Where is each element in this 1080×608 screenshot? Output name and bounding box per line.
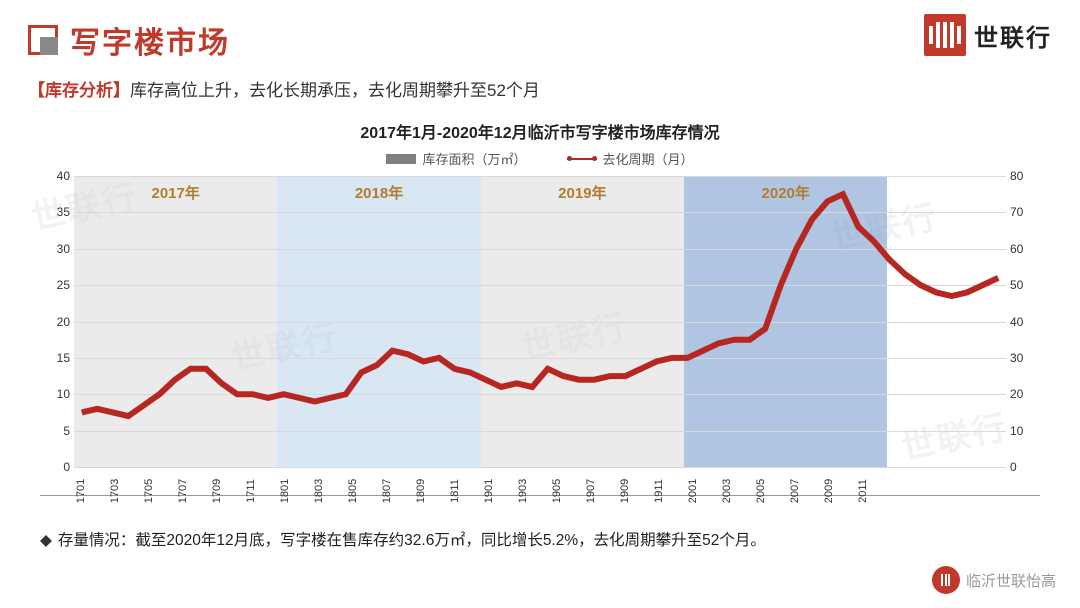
chart-title: 2017年1月-2020年12月临沂市写字楼市场库存情况: [40, 119, 1040, 143]
brand-name: 世联行: [974, 18, 1052, 53]
plot: 2017年2018年2019年2020年00510102015302040255…: [40, 176, 1040, 496]
x-tick-label: 1701: [75, 479, 87, 503]
legend-line-label: 去化周期（月）: [603, 149, 694, 168]
y-right-tick: 50: [1010, 278, 1036, 292]
bullet-marker-icon: ◆: [40, 532, 52, 549]
gridline: 00: [74, 467, 1006, 468]
y-left-tick: 30: [44, 242, 70, 256]
swatch-line-icon: [567, 158, 597, 160]
y-right-tick: 40: [1010, 315, 1036, 329]
x-tick-label: 1903: [517, 479, 529, 503]
x-tick-label: 1711: [245, 479, 257, 503]
y-right-tick: 30: [1010, 351, 1036, 365]
x-tick-label: 2007: [789, 479, 801, 503]
legend-bar-label: 库存面积（万㎡）: [422, 149, 526, 168]
y-left-tick: 15: [44, 351, 70, 365]
footer-handle: 临沂世联怡高: [966, 570, 1056, 591]
x-tick-label: 1805: [347, 479, 359, 503]
x-tick-label: 1911: [653, 479, 665, 503]
bullet-text: 存量情况：截至2020年12月底，写字楼在售库存约32.6万㎡，同比增长5.2%…: [58, 532, 766, 549]
x-tick-label: 1901: [483, 479, 495, 503]
x-tick-label: 1707: [177, 479, 189, 503]
brand-logo-icon: [924, 14, 966, 56]
x-tick-label: 1907: [585, 479, 597, 503]
y-right-tick: 80: [1010, 169, 1036, 183]
x-tick-label: 1811: [449, 479, 461, 503]
y-left-tick: 35: [44, 205, 70, 219]
bullet: ◆ 存量情况：截至2020年12月底，写字楼在售库存约32.6万㎡，同比增长5.2…: [0, 496, 1080, 550]
legend: 库存面积（万㎡） 去化周期（月）: [40, 149, 1040, 168]
x-tick-label: 2009: [823, 479, 835, 503]
y-left-tick: 25: [44, 278, 70, 292]
x-tick-label: 1703: [109, 479, 121, 503]
x-tick-label: 2003: [721, 479, 733, 503]
x-tick-label: 1807: [381, 479, 393, 503]
y-right-tick: 10: [1010, 424, 1036, 438]
swatch-bar-icon: [386, 154, 416, 164]
legend-bar: 库存面积（万㎡）: [386, 149, 526, 168]
x-tick-label: 1801: [279, 479, 291, 503]
x-tick-label: 1809: [415, 479, 427, 503]
x-tick-label: 1705: [143, 479, 155, 503]
y-right-tick: 70: [1010, 205, 1036, 219]
x-tick-label: 2011: [857, 479, 869, 503]
footer-brand: 临沂世联怡高: [932, 566, 1056, 594]
subtitle: 【库存分析】库存高位上升，去化长期承压，去化周期攀升至52个月: [0, 70, 1080, 101]
x-tick-label: 1909: [619, 479, 631, 503]
x-tick-label: 1905: [551, 479, 563, 503]
brand: 世联行: [924, 14, 1052, 56]
y-left-tick: 0: [44, 460, 70, 474]
footer-avatar-icon: [932, 566, 960, 594]
chart: 2017年1月-2020年12月临沂市写字楼市场库存情况 库存面积（万㎡） 去化…: [40, 119, 1040, 496]
y-left-tick: 40: [44, 169, 70, 183]
x-tick-label: 1803: [313, 479, 325, 503]
subtitle-tag: 【库存分析】: [28, 81, 130, 100]
y-left-tick: 5: [44, 424, 70, 438]
bars-container: 1701170317051707170917111801180318051807…: [74, 176, 1006, 467]
y-right-tick: 0: [1010, 460, 1036, 474]
x-tick-label: 2005: [755, 479, 767, 503]
y-left-tick: 20: [44, 315, 70, 329]
y-right-tick: 60: [1010, 242, 1036, 256]
y-left-tick: 10: [44, 387, 70, 401]
page-title: 写字楼市场: [70, 18, 230, 62]
subtitle-text: 库存高位上升，去化长期承压，去化周期攀升至52个月: [130, 81, 540, 100]
header: 写字楼市场 世联行: [0, 0, 1080, 70]
x-tick-label: 1709: [211, 479, 223, 503]
x-tick-label: 2001: [687, 479, 699, 503]
legend-line: 去化周期（月）: [567, 149, 694, 168]
y-right-tick: 20: [1010, 387, 1036, 401]
title-icon: [28, 25, 58, 55]
